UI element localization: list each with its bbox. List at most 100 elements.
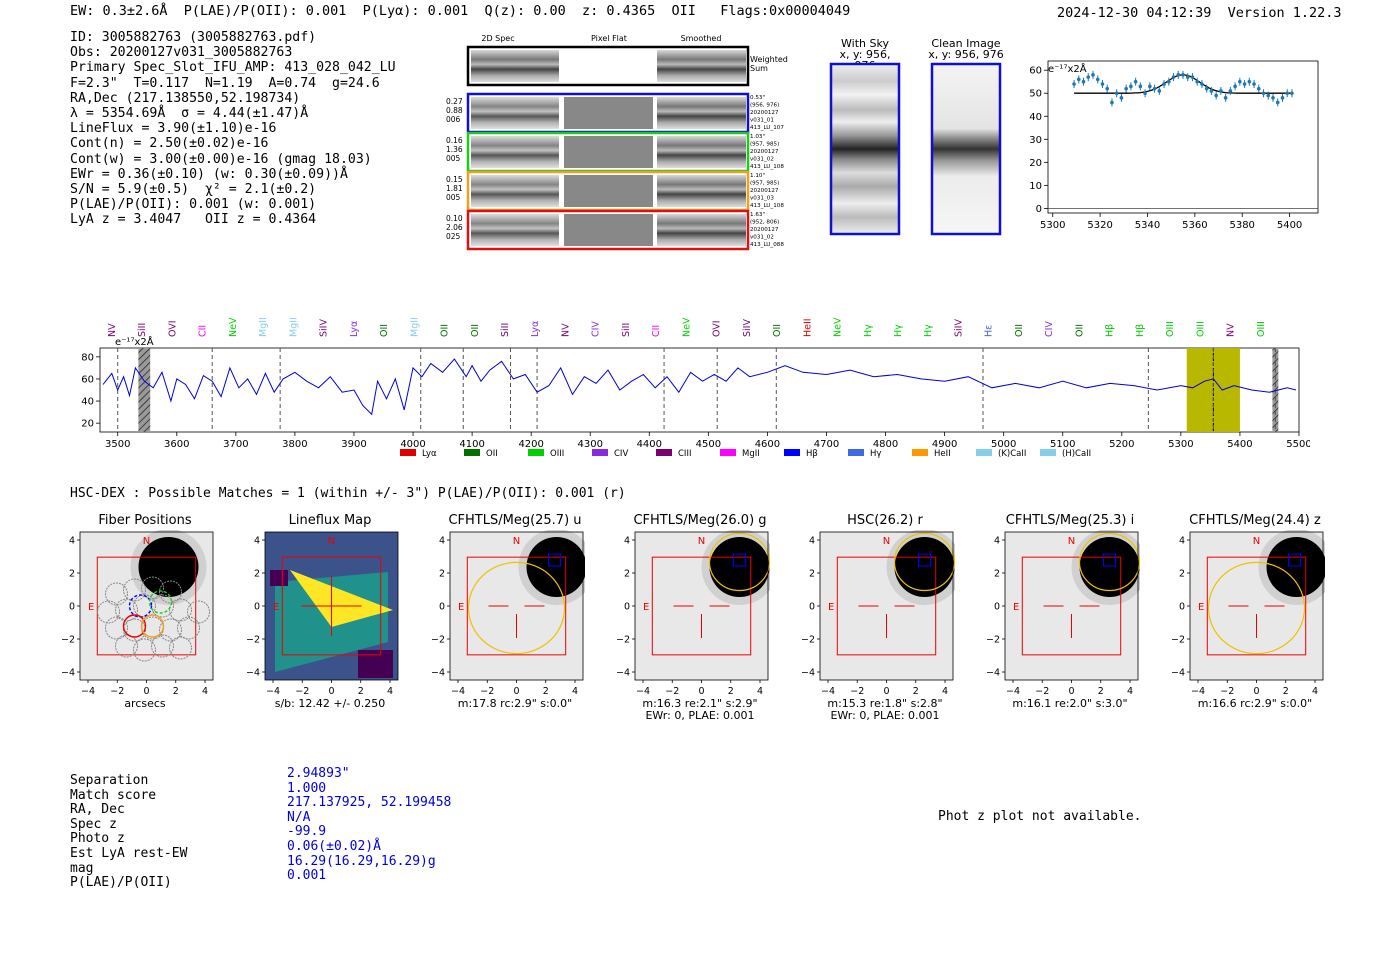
bright-star (894, 537, 955, 597)
zoom-point (1290, 91, 1294, 96)
lineflux-low (270, 570, 288, 586)
zoom-ytick-label: 40 (1029, 112, 1042, 123)
zoom-point (1105, 86, 1110, 91)
spectrum-ytick-label: 40 (81, 397, 94, 408)
match-value: N/A (287, 809, 311, 825)
thumbnail-caption: arcsecs (124, 697, 166, 710)
aperture-box (1206, 556, 1307, 656)
match-values: 2.94893" 1.000 217.137925, 52.199458 N/A… (287, 766, 452, 884)
zoom-point (1256, 86, 1261, 91)
thumbnail-image: N E −4 −4 −2 −2 0 0 2 2 4 4 (616, 530, 770, 697)
spec2d-row-2d (471, 136, 559, 168)
spectrum-legend-label: CIV (614, 449, 628, 459)
thumb-xtick-label: 4 (942, 686, 948, 697)
weighted-sum-label: Sum (750, 64, 768, 73)
fiber-circle (177, 616, 200, 640)
thumbnail-caption: m:17.8 rc:2.9" s:0.0" (457, 697, 573, 710)
spec2d-row-right-label: v031_02 (750, 235, 774, 241)
fiber-circle (105, 616, 128, 640)
spectrum-legend-label: OII (486, 449, 498, 459)
fiber-circle (141, 576, 164, 600)
spectrum-line-annotation: NeV (681, 317, 692, 337)
spectrum-line-annotation: HeII (802, 318, 813, 337)
spectrum-line-annotation: OII (772, 324, 783, 337)
spectrum-line-annotation: CII (651, 325, 662, 337)
zoom-xtick-label: 5320 (1087, 220, 1112, 231)
thumb-ytick-label: −2 (61, 635, 75, 646)
spec2d-row-left-label: 0.10 (446, 214, 463, 223)
east-label: E (828, 602, 834, 613)
spec2d-row-left-label: 025 (446, 232, 461, 241)
spec2d-panel: 2D Spec Pixel Flat Smoothed Weighted Sum… (446, 34, 788, 251)
match-value: 217.137925, 52.199458 (287, 795, 452, 811)
info-line: Cont(n) = 2.50(±0.02)e-16 (70, 136, 269, 152)
spec2d-row-right-label: (957, 985) (750, 181, 779, 187)
zoom-xtick-label: 5400 (1277, 220, 1302, 231)
spectrum-xtick-label: 4600 (755, 439, 780, 450)
spectrum-legend-swatch (464, 449, 480, 456)
thumbnail-caption: m:16.1 re:2.0" s:3.0" (1012, 697, 1128, 710)
zoom-point (1162, 82, 1166, 86)
fiber-circle (133, 594, 156, 618)
hsc-dex-title: HSC-DEX : Possible Matches = 1 (within +… (70, 486, 626, 501)
bright-star (1079, 537, 1140, 597)
thumb-ytick-label: 4 (624, 536, 630, 547)
spectrum-line-annotation: OII (379, 324, 390, 337)
spec2d-row-right-label: 413_LU_107 (750, 125, 784, 131)
spec2d-row-right-label: (952, 806) (750, 220, 779, 226)
spectrum-line-annotation: OII (1074, 324, 1085, 337)
weighted-sum-2d (471, 50, 559, 82)
spec2d-row-smoothed (657, 214, 746, 246)
aperture-box (836, 556, 937, 656)
thumb-ytick-label: 2 (439, 569, 445, 580)
thumbnail-title: CFHTLS/Meg(24.4) z (1189, 513, 1321, 528)
info-line: Cont(w) = 3.00(±0.00)e-16 (gmag 18.03) (70, 151, 372, 167)
aperture-box (96, 556, 197, 656)
fiber-circle (97, 600, 120, 624)
zoom-point (1238, 79, 1242, 84)
thumbnail-image: N E −4 −4 −2 −2 0 0 2 2 4 4 (61, 530, 214, 697)
photz-note: Phot z plot not available. (938, 809, 1142, 824)
info-line: F=2.3" T=0.117 N=1.19 A=0.74 g=24.6 (70, 75, 380, 91)
thumb-xtick-label: −4 (821, 686, 835, 697)
info-line: S/N = 5.9(±0.5) χ² = 2.1(±0.2) (70, 182, 317, 198)
zoom-point (1143, 91, 1147, 96)
spec2d-row-pixel-flat (564, 214, 653, 246)
spectrum-xtick-label: 4200 (518, 439, 543, 450)
east-label: E (1013, 602, 1019, 613)
zoom-point (1275, 100, 1280, 105)
thumb-xtick-label: −4 (1191, 686, 1205, 697)
zoom-point (1124, 86, 1128, 91)
spectrum-ylabel: e⁻¹⁷x2Å (115, 335, 154, 348)
summary-header: EW: 0.3±2.6Å P(LAE)/P(OII): 0.001 P(Lyα)… (70, 3, 851, 19)
zoom-point (1200, 82, 1204, 86)
thumb-ytick-label: 0 (624, 602, 630, 613)
thumb-ytick-label: −4 (1171, 668, 1185, 679)
spectrum-line-annotation: SiII (621, 323, 632, 337)
match-label: mag (70, 860, 94, 876)
thumbnail-title: HSC(26.2) r (847, 513, 923, 528)
zoom-xtick-label: 5300 (1040, 220, 1065, 231)
spectrum-line-annotation: Hβ (1135, 324, 1146, 337)
fiber-circle (151, 634, 174, 658)
spec2d-row-left-label: 2.06 (446, 223, 463, 232)
thumb-ytick-label: 4 (439, 536, 445, 547)
spectrum-line-annotation: OIII (1195, 321, 1206, 337)
zoom-point (1190, 75, 1195, 79)
spectrum-legend-swatch (976, 449, 992, 456)
spectrum-line-annotation: NV (1226, 323, 1237, 337)
fiber-circle (115, 598, 138, 622)
spectrum-xtick-label: 5000 (991, 439, 1016, 450)
spec2d-row-right-label: 20200127 (750, 188, 779, 194)
timestamp-version: 2024-12-30 04:12:39 Version 1.22.3 (1057, 5, 1342, 21)
spectrum-line-annotation: OII (1014, 324, 1025, 337)
spec2d-row-smoothed (657, 97, 746, 129)
thumb-ytick-label: −2 (1171, 635, 1185, 646)
zoom-point (1271, 96, 1275, 100)
thumb-xtick-label: −2 (110, 686, 124, 697)
spectrum-line-annotation: Lyα (530, 321, 541, 337)
match-label: Photo z (70, 831, 125, 847)
thumb-xtick-label: 0 (1068, 686, 1074, 697)
spectrum-line-annotation: OIII (1256, 321, 1267, 337)
thumb-xtick-label: 4 (1312, 686, 1318, 697)
